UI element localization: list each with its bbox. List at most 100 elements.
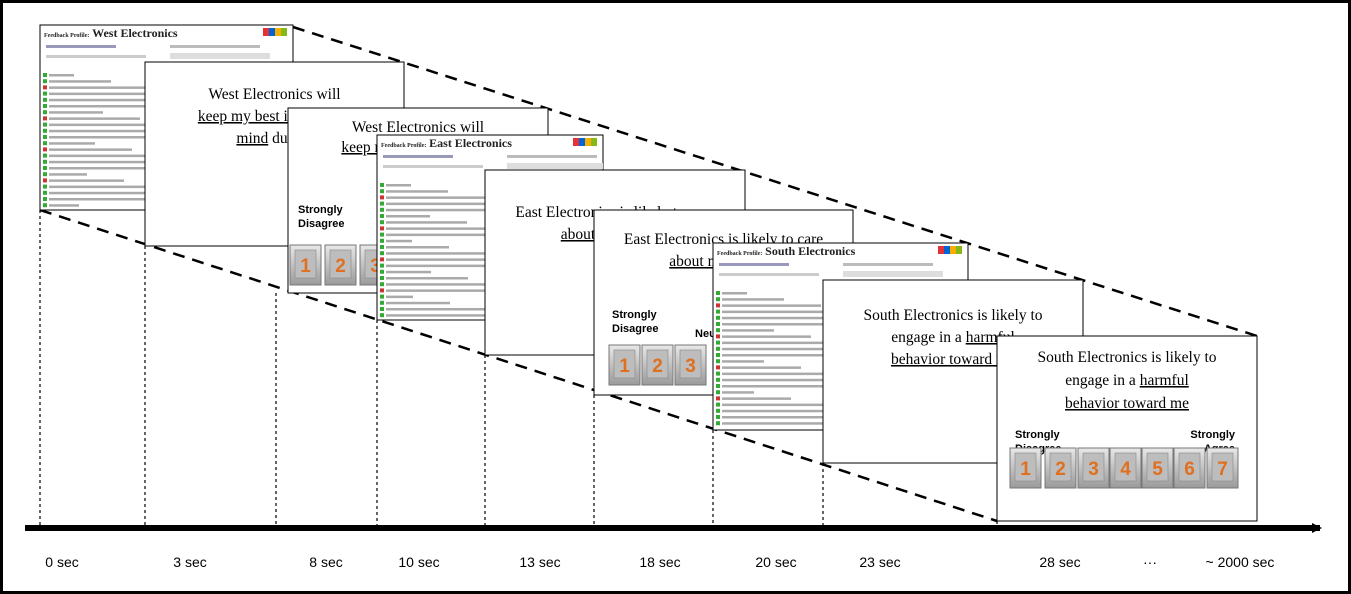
blur-icon — [43, 178, 47, 183]
button-inner — [1082, 452, 1105, 482]
blur — [843, 263, 933, 266]
scale-right-label: Strongly — [1190, 429, 1235, 441]
time-label: 8 sec — [309, 554, 342, 570]
blur-line — [49, 198, 235, 201]
blur-line — [386, 283, 505, 286]
blur-icon — [716, 346, 720, 351]
blur-icon — [43, 147, 47, 152]
blur-icon — [43, 91, 47, 96]
button-inner — [1146, 452, 1169, 482]
blur-icon — [380, 288, 384, 293]
time-label: 10 sec — [398, 554, 439, 570]
blur-line — [386, 277, 468, 280]
blur-line — [49, 98, 222, 102]
blur-line — [49, 111, 103, 114]
blur-icon — [380, 245, 384, 249]
blur-line — [722, 292, 747, 295]
rating-button[interactable]: 1 — [608, 344, 641, 386]
button-inner — [1049, 452, 1072, 482]
blur-icon — [716, 322, 720, 326]
blur-icon — [716, 359, 720, 364]
blur-line — [386, 264, 560, 268]
blur-line — [722, 316, 895, 320]
blur-line — [49, 142, 95, 145]
question-line: behavior toward me — [891, 351, 1015, 368]
button-number: 1 — [619, 356, 630, 377]
blur-icon — [380, 207, 384, 212]
scale-left-label: Disagree — [612, 323, 658, 335]
blur-icon — [380, 307, 384, 311]
blur-icon — [380, 294, 384, 299]
blur-line — [722, 335, 811, 338]
title-prefix: Feedback Profile: — [44, 33, 89, 39]
blur-line — [722, 298, 784, 301]
blur-line — [722, 403, 828, 407]
blur-line — [722, 391, 754, 394]
rating-button[interactable]: 4 — [1109, 447, 1142, 489]
blur-icon — [716, 303, 720, 308]
question-line: engage in a harmful — [1065, 372, 1189, 389]
blur-icon — [380, 251, 384, 256]
blur-icon — [716, 328, 720, 333]
blur-icon — [716, 340, 720, 345]
feedback-title: Feedback Profile: West Electronics — [44, 26, 178, 40]
blur-icon — [43, 197, 47, 201]
rating-button[interactable]: 2 — [324, 244, 357, 286]
rating-button[interactable]: 7 — [1206, 447, 1239, 489]
blur-icon — [43, 172, 47, 177]
button-inner — [613, 349, 636, 379]
blur-line — [386, 301, 450, 305]
blur-line — [49, 185, 161, 189]
time-label: 28 sec — [1039, 554, 1080, 570]
blur-line — [49, 129, 214, 133]
blur-line — [722, 304, 821, 307]
blur — [383, 155, 453, 158]
logo — [956, 246, 962, 254]
blur-line — [386, 208, 559, 212]
rating-button[interactable]: 6 — [1173, 447, 1206, 489]
time-label: 23 sec — [859, 554, 900, 570]
rating-button[interactable]: 3 — [1077, 447, 1110, 489]
question-segment: engage in a — [891, 329, 965, 346]
panel-content: South Electronics is likely to engage in … — [1009, 349, 1239, 489]
feedback-title: Feedback Profile: South Electronics — [717, 244, 856, 258]
blur-line — [386, 246, 449, 249]
blur-icon — [43, 122, 47, 127]
blur-line — [722, 347, 885, 351]
blur-line — [386, 227, 504, 230]
button-number: 4 — [1120, 459, 1131, 480]
scale-left-label: Strongly — [298, 204, 343, 216]
blur-icon — [43, 85, 47, 90]
rating-button[interactable]: 1 — [289, 244, 322, 286]
title-prefix: Feedback Profile: — [717, 251, 762, 257]
blur-icon — [716, 415, 720, 419]
question-segment: harmful — [1140, 372, 1189, 389]
blur-line — [722, 329, 774, 332]
rating-button[interactable]: 2 — [1044, 447, 1077, 489]
blur-icon — [43, 184, 47, 189]
blur-line — [49, 74, 74, 77]
blur — [170, 45, 260, 48]
button-number: 1 — [300, 256, 311, 277]
button-inner — [1014, 452, 1037, 482]
button-number: 5 — [1152, 459, 1163, 480]
time-label: ··· — [1143, 554, 1157, 570]
panel-rating: South Electronics is likely to engage in … — [996, 335, 1258, 522]
rating-button[interactable]: 1 — [1009, 447, 1042, 489]
rating-button[interactable]: 5 — [1141, 447, 1174, 489]
rating-button[interactable]: 3 — [674, 344, 707, 386]
blur — [843, 271, 943, 277]
question-segment: West Electronics will — [352, 119, 484, 136]
blur-icon — [380, 313, 384, 318]
rating-button[interactable]: 2 — [641, 344, 674, 386]
blur-icon — [716, 297, 720, 302]
blur-line — [49, 148, 132, 151]
blur-line — [49, 191, 198, 195]
scale-left-label: Strongly — [612, 309, 657, 321]
question-line: South Electronics is likely to — [863, 307, 1042, 324]
blur-line — [722, 354, 922, 357]
button-number: 3 — [685, 356, 696, 377]
question-segment: engage in a — [1065, 372, 1139, 389]
logo — [269, 28, 275, 36]
blur-icon — [380, 282, 384, 287]
